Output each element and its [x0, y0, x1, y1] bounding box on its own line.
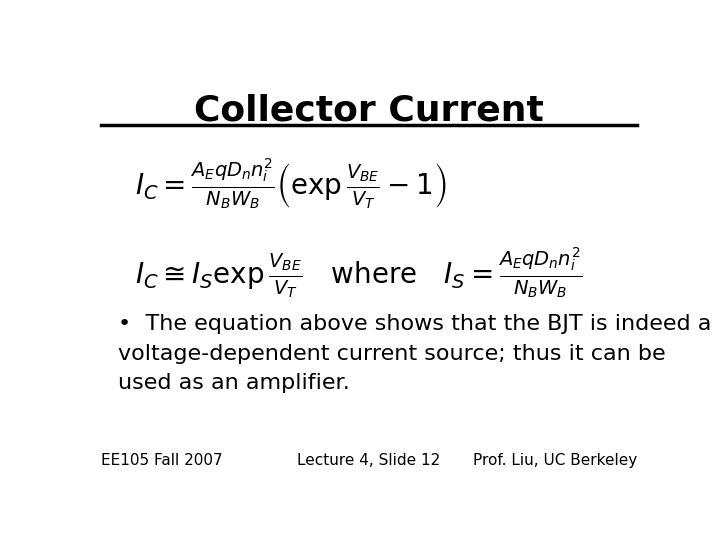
Text: $I_C = \frac{A_E q D_n n_i^2}{N_B W_B} \left( \exp\frac{V_{BE}}{V_T} - 1 \right): $I_C = \frac{A_E q D_n n_i^2}{N_B W_B} \… — [135, 156, 446, 211]
Text: Collector Current: Collector Current — [194, 94, 544, 128]
Text: $I_C \cong I_S \exp\frac{V_{BE}}{V_T} \quad \text{where} \quad I_S = \frac{A_E q: $I_C \cong I_S \exp\frac{V_{BE}}{V_T} \q… — [135, 246, 582, 300]
Text: Prof. Liu, UC Berkeley: Prof. Liu, UC Berkeley — [472, 453, 637, 468]
Text: •  The equation above shows that the BJT is indeed a
voltage-dependent current s: • The equation above shows that the BJT … — [118, 314, 711, 394]
Text: EE105 Fall 2007: EE105 Fall 2007 — [101, 453, 222, 468]
Text: Lecture 4, Slide 12: Lecture 4, Slide 12 — [297, 453, 441, 468]
